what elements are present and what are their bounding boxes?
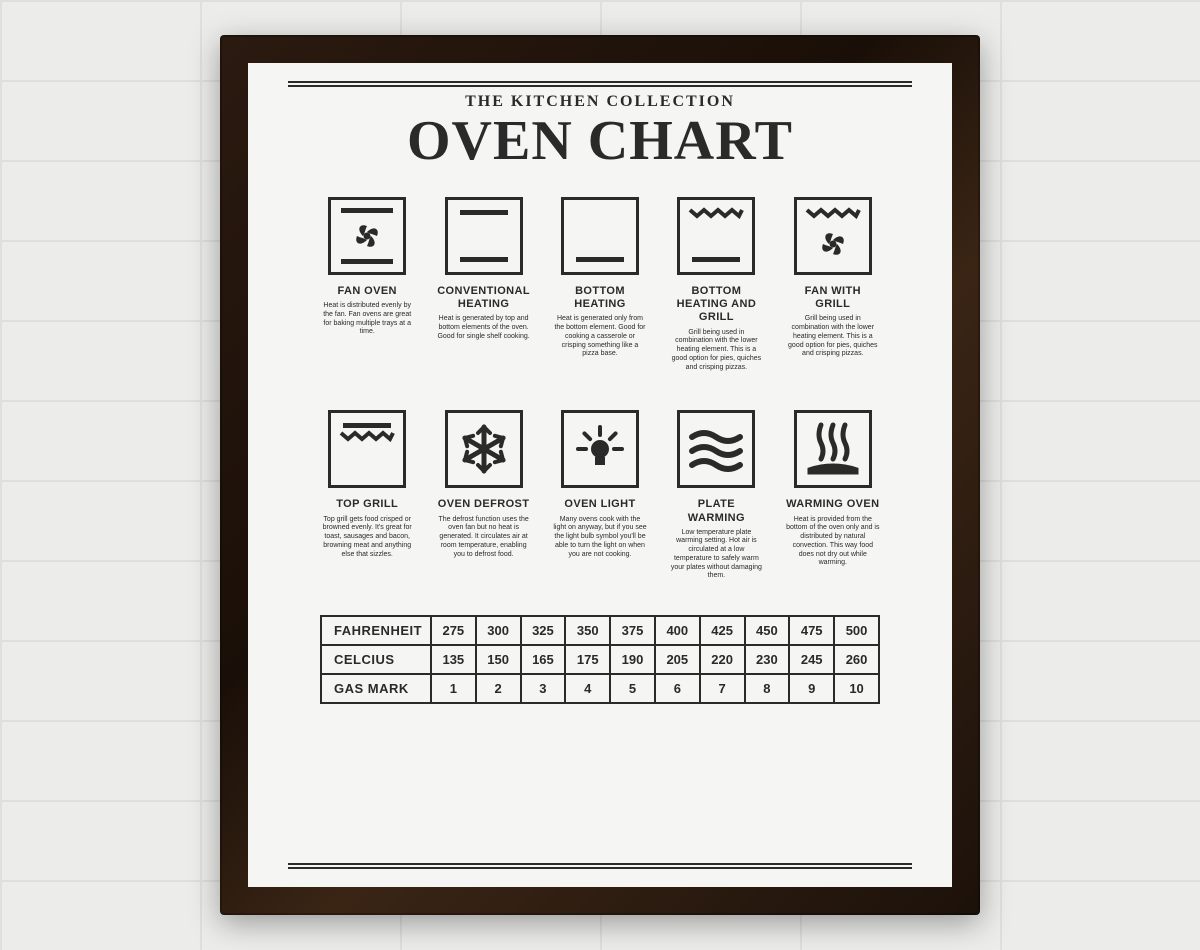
label: BOTTOM HEATING <box>553 285 647 311</box>
cell-warming-oven: WARMING OVEN Heat is provided from the b… <box>786 410 880 581</box>
oven-defrost-icon <box>445 410 523 488</box>
desc: Heat is provided from the bottom of the … <box>786 516 880 569</box>
label: FAN OVEN <box>337 285 396 298</box>
oven-light-icon <box>561 410 639 488</box>
fan-with-grill-icon <box>794 197 872 275</box>
label: CONVENTIONAL HEATING <box>436 285 530 311</box>
label: OVEN DEFROST <box>438 498 530 511</box>
rule-top <box>288 81 912 87</box>
cell-bottom-heat: BOTTOM HEATING Heat is generated only fr… <box>553 197 647 372</box>
warming-oven-icon <box>794 410 872 488</box>
desc: Low temperature plate warming setting. H… <box>669 529 763 582</box>
plate-warming-icon <box>677 410 755 488</box>
label: TOP GRILL <box>336 498 398 511</box>
conventional-heating-icon <box>445 197 523 275</box>
header: THE KITCHEN COLLECTION OVEN CHART <box>288 93 912 169</box>
desc: Many ovens cook with the light on anyway… <box>553 516 647 560</box>
cell-defrost: OVEN DEFROST The defrost function uses t… <box>436 410 530 581</box>
bottom-heating-icon <box>561 197 639 275</box>
cell-plate-warm: PLATE WARMING Low temperature plate warm… <box>669 410 763 581</box>
label: OVEN LIGHT <box>564 498 635 511</box>
main-title: OVEN CHART <box>288 113 912 169</box>
label: PLATE WARMING <box>669 498 763 524</box>
cell-conventional: CONVENTIONAL HEATING Heat is generated b… <box>436 197 530 372</box>
fan-oven-icon <box>328 197 406 275</box>
cell-top-grill: TOP GRILL Top grill gets food crisped or… <box>320 410 414 581</box>
label: BOTTOM HEATING AND GRILL <box>669 285 763 325</box>
label: FAN WITH GRILL <box>786 285 880 311</box>
top-grill-icon <box>328 410 406 488</box>
row-label: CELCIUS <box>321 645 431 674</box>
cell-fan-grill: FAN WITH GRILL Grill being used in combi… <box>786 197 880 372</box>
rule-bottom <box>288 863 912 869</box>
poster: THE KITCHEN COLLECTION OVEN CHART <box>248 63 952 887</box>
bottom-heating-grill-icon <box>677 197 755 275</box>
desc: The defrost function uses the oven fan b… <box>436 516 530 560</box>
cell-fan-oven: FAN OVEN Heat is distributed evenly by t… <box>320 197 414 372</box>
cell-light: OVEN LIGHT Many ovens cook with the ligh… <box>553 410 647 581</box>
picture-frame: THE KITCHEN COLLECTION OVEN CHART <box>220 35 980 915</box>
cell-bottom-grill: BOTTOM HEATING AND GRILL Grill being use… <box>669 197 763 372</box>
desc: Grill being used in combination with the… <box>669 329 763 373</box>
row-label: FAHRENHEIT <box>321 616 431 645</box>
conversion-table: FAHRENHEIT 275 300 325 350 375 400 425 4… <box>320 615 880 704</box>
desc: Heat is distributed evenly by the fan. F… <box>320 302 414 337</box>
symbol-grid: FAN OVEN Heat is distributed evenly by t… <box>320 197 880 581</box>
pretitle: THE KITCHEN COLLECTION <box>288 93 912 111</box>
row-label: GAS MARK <box>321 674 431 703</box>
desc: Heat is generated by top and bottom elem… <box>436 315 530 341</box>
table-row: FAHRENHEIT 275 300 325 350 375 400 425 4… <box>321 616 879 645</box>
desc: Heat is generated only from the bottom e… <box>553 315 647 359</box>
table-row: CELCIUS 135 150 165 175 190 205 220 230 … <box>321 645 879 674</box>
desc: Top grill gets food crisped or browned e… <box>320 516 414 560</box>
label: WARMING OVEN <box>786 498 879 511</box>
table-row: GAS MARK 1 2 3 4 5 6 7 8 9 10 <box>321 674 879 703</box>
desc: Grill being used in combination with the… <box>786 315 880 359</box>
